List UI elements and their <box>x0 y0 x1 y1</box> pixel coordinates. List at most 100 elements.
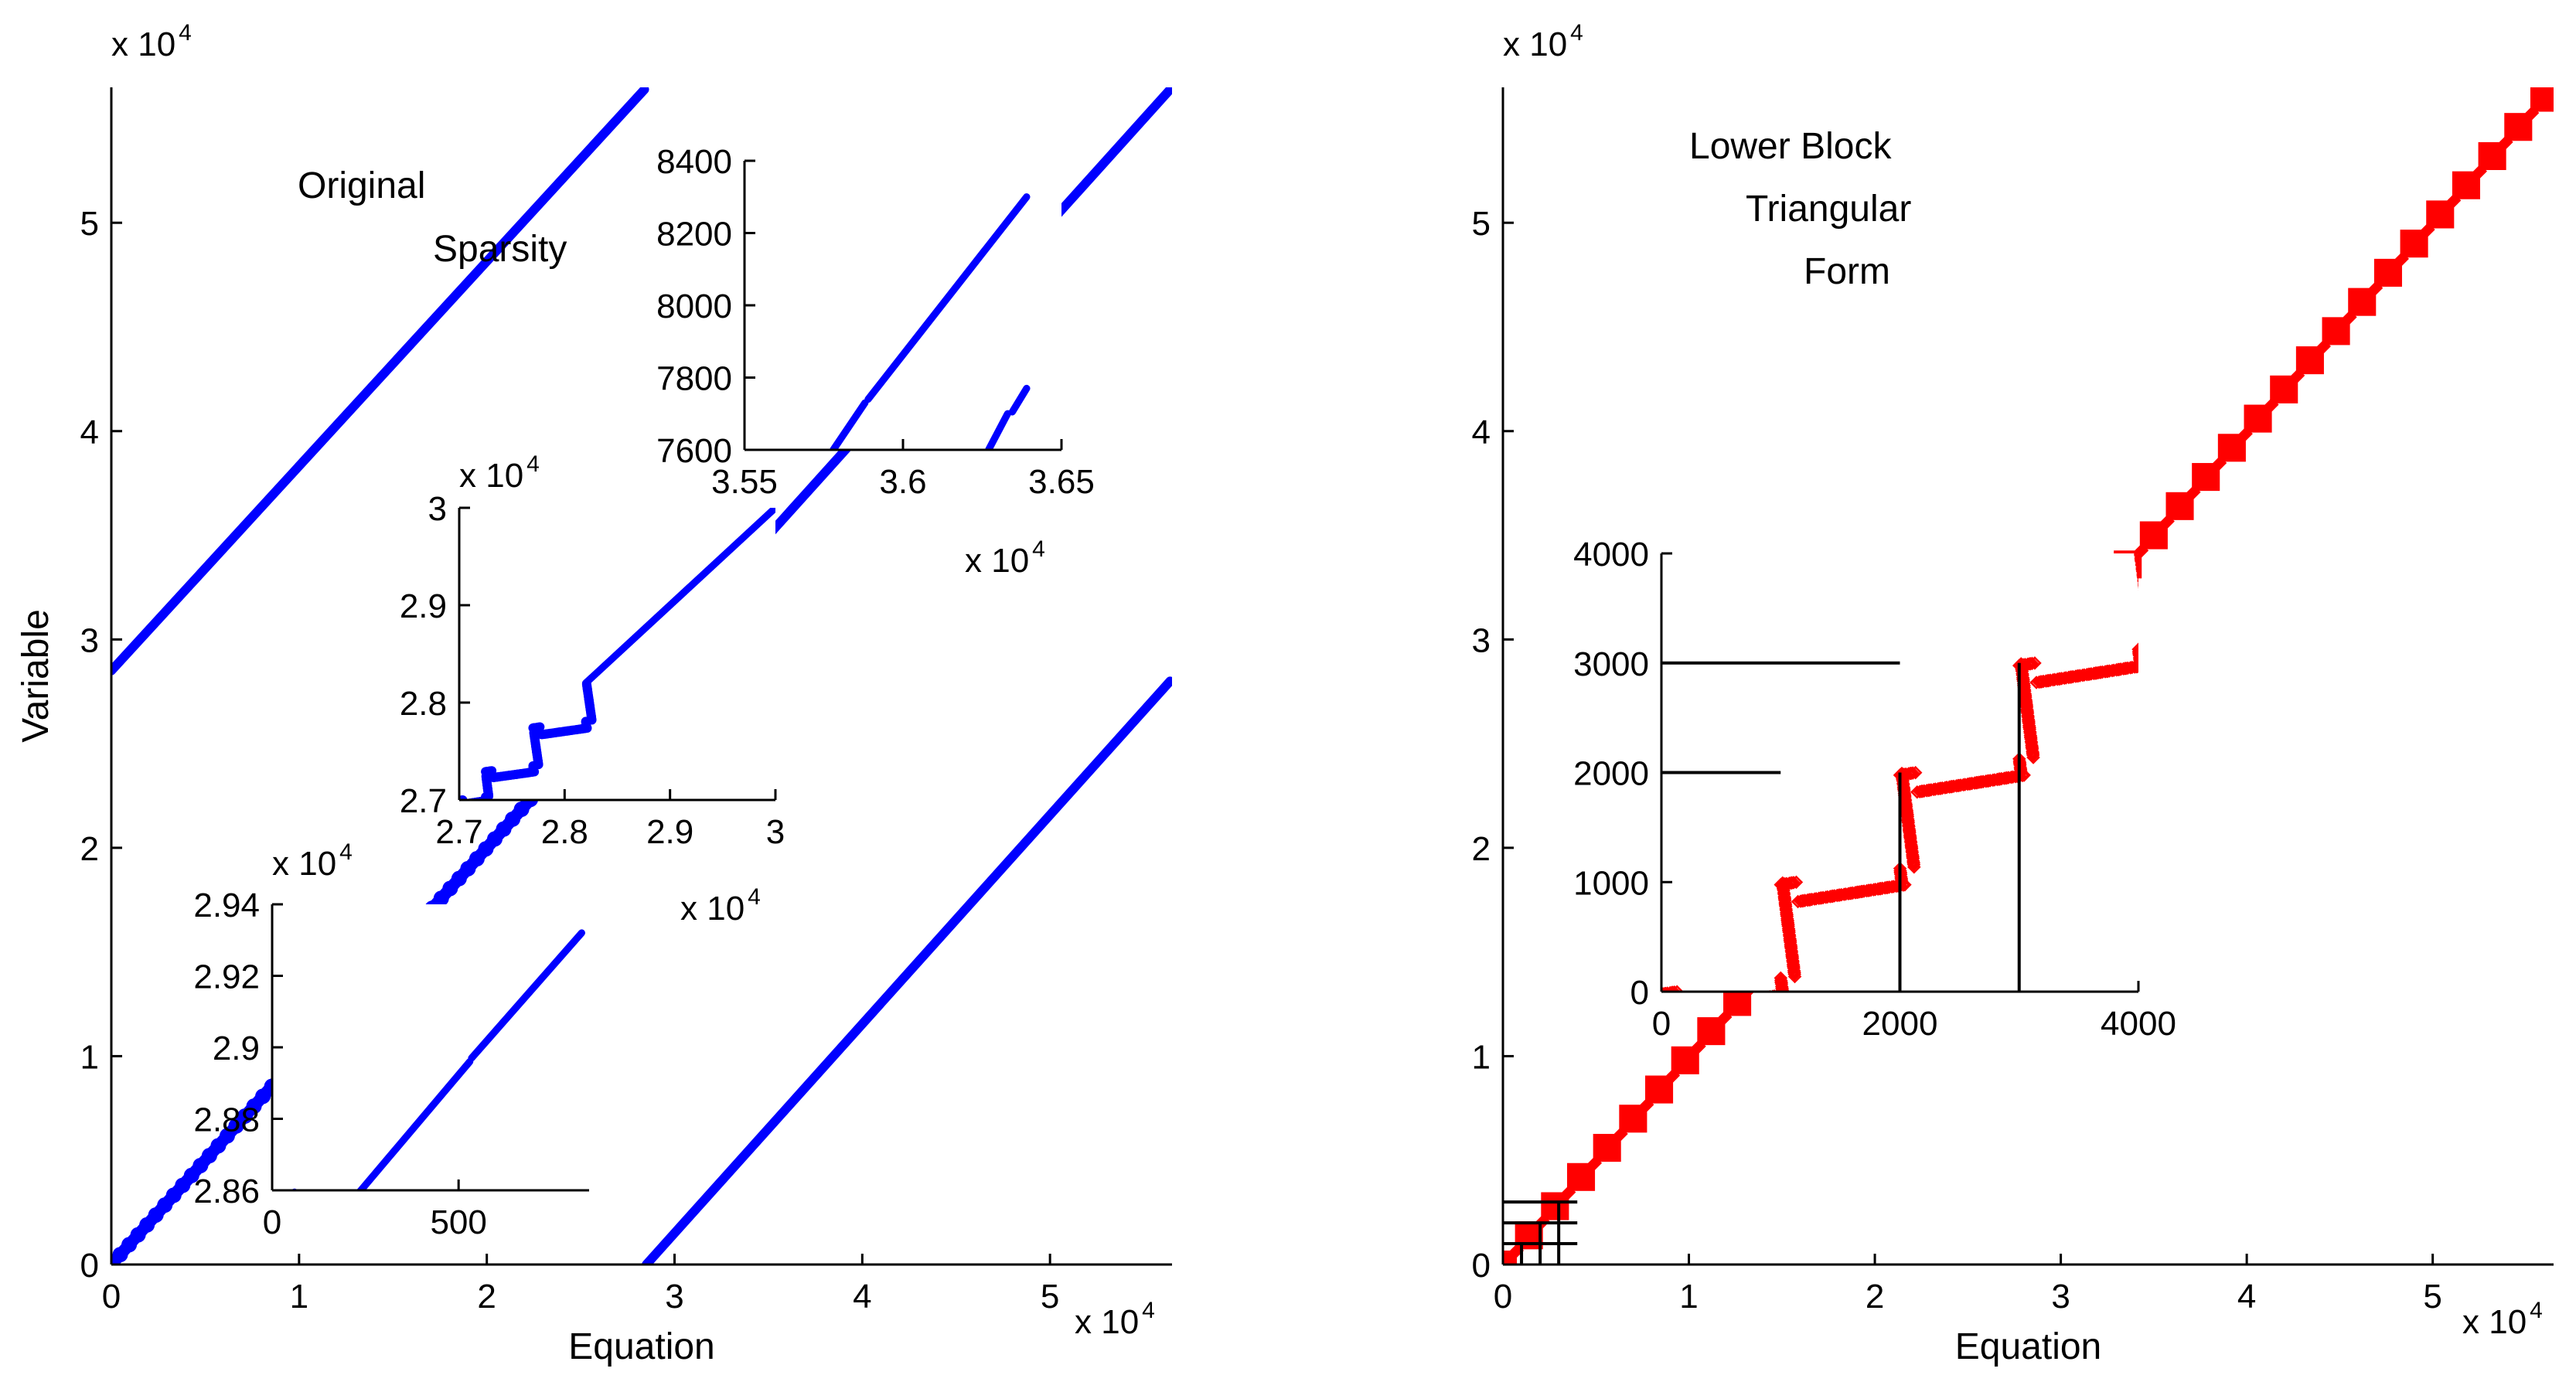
x-tick-label: 2.7 <box>435 813 482 851</box>
x-tick-label: 2.9 <box>646 813 693 851</box>
sparsity-segment-1 <box>356 1057 474 1190</box>
band-block <box>1645 1075 1674 1104</box>
x-tick-label: 1 <box>1679 1278 1698 1316</box>
marker-point <box>1899 798 1913 812</box>
y-tick-label: 2.9 <box>213 1030 260 1067</box>
marker-point <box>1992 772 2006 786</box>
x-tick-label: 3 <box>665 1278 683 1316</box>
x-tick-label: 5 <box>2423 1278 2441 1316</box>
marker-point <box>1843 887 1857 900</box>
marker-point <box>482 783 492 793</box>
marker-point <box>2022 720 2036 735</box>
band-block <box>2452 171 2480 199</box>
marker-point <box>255 1088 271 1105</box>
y-tick-label: 8000 <box>656 288 732 325</box>
x-tick-label: 0 <box>1494 1278 1512 1316</box>
y-axis-label: Variable <box>15 609 56 743</box>
y-tick-label: 2.88 <box>193 1101 260 1139</box>
band-block <box>2478 141 2506 170</box>
band-block <box>2530 87 2554 112</box>
sparsity-segment-0 <box>830 399 869 450</box>
sparsity-segment-2 <box>468 929 585 1062</box>
y-axis-multiplier: x 10 4 <box>272 839 353 883</box>
band-block <box>2322 317 2350 345</box>
marker-point <box>2063 670 2077 684</box>
x-tick-label: 4 <box>853 1278 871 1316</box>
y-tick-label: 2.8 <box>400 685 447 723</box>
marker-point <box>1906 856 1920 870</box>
right-main-plot: 0 1 2 3 4 5 0 1 2 3 4 5 Equation x 10 4 x 10 4 Lower Blo… <box>1472 20 2554 1367</box>
marker-point <box>2020 705 2035 719</box>
marker-point <box>581 717 591 727</box>
marker-point <box>493 772 503 782</box>
band-block <box>2165 492 2194 520</box>
marker-point <box>2131 645 2138 659</box>
marker-point <box>1778 898 1793 912</box>
y-tick-label: 3 <box>80 621 99 659</box>
x-tick-label: 2 <box>477 1278 496 1316</box>
marker-point <box>1854 884 1869 899</box>
marker-point <box>2093 665 2107 679</box>
left-inset-a-plot: 3.55 3.6 3.65 7600 7800 8000 8200 8400 x 10 4 <box>656 143 1095 580</box>
marker-point <box>2023 730 2038 745</box>
marker-point <box>201 1148 217 1164</box>
marker-point <box>1775 982 1789 992</box>
band-block <box>1541 1192 1569 1220</box>
band-block <box>1619 1105 1647 1133</box>
marker-point <box>2052 672 2067 686</box>
y-tick-label: 0 <box>1630 974 1649 1012</box>
y-tick-label: 3 <box>428 490 447 528</box>
band-block <box>2244 404 2272 433</box>
y-tick-label: 0 <box>80 1247 99 1285</box>
x-tick-label: 500 <box>430 1203 486 1241</box>
sparsity-segment-0 <box>581 508 775 687</box>
band-block <box>1593 1134 1621 1162</box>
band-block <box>1566 1162 1596 1191</box>
x-tick-label: 3.55 <box>711 463 778 501</box>
y-tick-label: 7600 <box>656 432 732 470</box>
marker-point <box>1910 785 1924 799</box>
marker-point <box>555 727 565 737</box>
y-tick-label: 0 <box>1472 1247 1491 1285</box>
band-block <box>2192 463 2220 492</box>
x-tick-label: 0 <box>1652 1005 1671 1043</box>
marker-point <box>1933 781 1947 795</box>
marker-point <box>1780 914 1794 928</box>
x-axis-multiplier: x 10 4 <box>965 536 1045 580</box>
marker-point <box>2029 676 2043 689</box>
marker-point <box>1787 959 1801 974</box>
marker-point <box>1901 814 1915 829</box>
band-block <box>2400 230 2428 258</box>
band-block <box>2504 113 2533 141</box>
marker-point <box>139 1217 155 1233</box>
marker-point <box>2134 556 2138 565</box>
marker-point <box>2018 689 2033 703</box>
marker-point <box>183 1167 199 1183</box>
marker-point <box>533 722 543 732</box>
marker-point <box>2033 675 2048 689</box>
marker-point <box>486 831 503 847</box>
marker-point <box>2025 740 2039 754</box>
x-tick-label: 3 <box>2051 1278 2070 1316</box>
marker-point <box>530 732 540 742</box>
marker-point <box>130 1227 146 1243</box>
marker-point <box>482 774 492 784</box>
marker-point <box>1784 940 1798 954</box>
band-block <box>1697 1017 1726 1046</box>
x-axis-label: Equation <box>568 1326 715 1367</box>
marker-point <box>1914 785 1929 798</box>
x-tick-label: 3.6 <box>879 463 926 501</box>
band-block <box>2348 288 2377 316</box>
left-inset-a-marks <box>830 193 1031 450</box>
x-tick-label: 4 <box>2237 1278 2256 1316</box>
marker-point <box>478 841 494 857</box>
x-tick-label: 2000 <box>1862 1005 1938 1043</box>
marker-point <box>2022 714 2036 729</box>
left-inset-c-background <box>272 904 589 1190</box>
marker-point <box>505 771 515 781</box>
right-inset-plot: 0 2000 4000 0 1000 2000 3000 4000 <box>1573 536 2176 1043</box>
marker-point <box>2026 747 2040 761</box>
left-inset-a-axes: 3.55 3.6 3.65 7600 7800 8000 8200 8400 x 10 4 <box>656 143 1095 580</box>
y-axis-multiplier: x 10 4 <box>111 20 192 63</box>
